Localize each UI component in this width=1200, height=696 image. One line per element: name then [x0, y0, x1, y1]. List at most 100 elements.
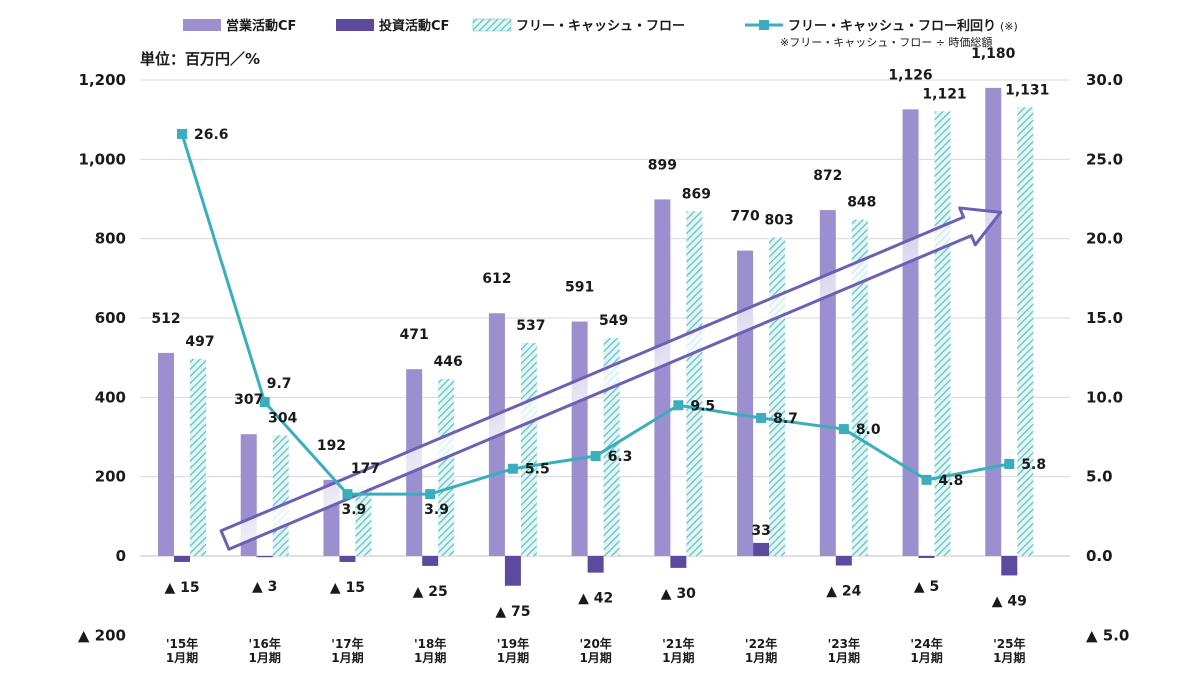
data-label-operating-cf: 1,126 [888, 67, 932, 83]
y-right-tick-label: 0.0 [1086, 547, 1113, 565]
y-left-tick-label: 800 [95, 230, 126, 248]
legend-item-operating-cf: 営業活動CF [183, 18, 296, 34]
data-label-operating-cf: 612 [482, 271, 511, 287]
data-label-free-cf: 848 [847, 195, 876, 211]
y-left-tick-label: ▲ 200 [78, 626, 126, 644]
legend: 営業活動CF 投資活動CF フリー・キャッシュ・フロー フリー・キャッシュ・フロ… [183, 18, 1018, 49]
x-tick-label-line: 1月期 [497, 650, 529, 665]
x-tick-label-line: 1月期 [166, 650, 198, 665]
data-label-investing-cf: ▲ 5 [914, 579, 939, 595]
legend-item-investing-cf: 投資活動CF [336, 18, 449, 34]
data-label-fcf-yield: 8.0 [856, 422, 881, 438]
x-tick-label-line: 1月期 [993, 650, 1025, 665]
x-tick-label-line: 1月期 [249, 650, 281, 665]
bar-free-cf [438, 379, 455, 556]
data-label-investing-cf: ▲ 75 [495, 604, 530, 620]
x-tick-label: '18年 1月期 [414, 636, 446, 665]
x-tick-label: '23年 1月期 [828, 636, 860, 665]
y-right-tick-label: 30.0 [1086, 71, 1123, 89]
x-tick-label: '25年 1月期 [993, 636, 1025, 665]
x-tick-label: '24年 1月期 [910, 636, 942, 665]
y-right-tick-label: 20.0 [1086, 230, 1123, 248]
bar-operating-cf [571, 321, 588, 556]
fcf-yield-marker [590, 451, 601, 462]
x-tick-label-line: '15年 [166, 636, 198, 651]
data-label-free-cf: 304 [268, 410, 297, 426]
data-label-fcf-yield: 26.6 [194, 127, 229, 143]
y-axis-left: ▲ 200 0 200 400 600 800 1,000 1,200 [78, 71, 126, 644]
x-tick-label-line: 1月期 [662, 650, 694, 665]
y-left-tick-label: 600 [95, 309, 126, 327]
bar-free-cf [520, 342, 537, 556]
legend-label-fcf-yield-text: フリー・キャッシュ・フロー利回り [788, 18, 996, 34]
data-label-free-cf: 537 [516, 318, 545, 334]
data-label-free-cf: 497 [185, 334, 214, 350]
data-label-investing-cf: ▲ 24 [826, 584, 861, 600]
bar-investing-cf [918, 556, 935, 558]
fcf-yield-marker [425, 489, 436, 500]
x-tick-label: '16年 1月期 [249, 636, 281, 665]
data-label-operating-cf: 899 [648, 157, 677, 173]
bar-free-cf [769, 237, 786, 556]
bar-free-cf [190, 358, 206, 556]
fcf-yield-marker [507, 463, 518, 474]
bar-operating-cf [985, 87, 1002, 556]
bar-operating-cf [819, 210, 836, 556]
x-tick-label-line: 1月期 [828, 650, 860, 665]
bar-operating-cf [158, 352, 174, 556]
fcf-yield-marker [177, 128, 187, 139]
data-label-operating-cf: 192 [317, 438, 346, 454]
data-label-free-cf: 446 [434, 354, 463, 370]
y-left-tick-label: 1,200 [79, 71, 126, 89]
legend-swatch-operating-cf [183, 19, 221, 31]
data-label-operating-cf: 512 [151, 311, 180, 327]
data-label-investing-cf: ▲ 42 [578, 591, 613, 607]
x-tick-label: '15年 1月期 [166, 636, 198, 665]
data-label-free-cf: 869 [682, 186, 711, 202]
y-left-tick-label: 200 [95, 468, 126, 486]
y-right-tick-label: 5.0 [1086, 468, 1113, 486]
legend-footnote: ※フリー・キャッシュ・フロー ÷ 時価総額 [780, 35, 992, 49]
data-label-free-cf: 549 [599, 313, 628, 329]
y-right-tick-label: ▲ 5.0 [1086, 626, 1129, 644]
x-tick-label: '20年 1月期 [579, 636, 611, 665]
bar-operating-cf [737, 250, 754, 557]
x-tick-label-line: '20年 [579, 636, 611, 651]
legend-label-operating-cf: 営業活動CF [226, 18, 296, 34]
data-label-operating-cf: 591 [565, 280, 594, 296]
data-label-fcf-yield: 3.9 [341, 502, 366, 518]
bar-investing-cf [670, 556, 687, 568]
fcf-yield-line [177, 128, 1015, 500]
x-tick-label: '21年 1月期 [662, 636, 694, 665]
bar-investing-cf [504, 556, 521, 586]
x-tick-label-line: '24年 [910, 636, 942, 651]
data-label-fcf-yield: 4.8 [939, 473, 964, 489]
trend-arrow-shape [219, 206, 1003, 551]
data-label-investing-cf: ▲ 15 [164, 580, 199, 596]
x-tick-label-line: '21年 [662, 636, 694, 651]
y-right-tick-label: 10.0 [1086, 388, 1123, 406]
legend-item-free-cf: フリー・キャッシュ・フロー [472, 18, 685, 34]
y-right-tick-label: 15.0 [1086, 309, 1123, 327]
y-left-tick-label: 400 [95, 388, 126, 406]
data-label-fcf-yield: 5.8 [1021, 457, 1046, 473]
data-label-fcf-yield: 9.7 [267, 376, 292, 392]
fcf-yield-marker [921, 474, 932, 485]
legend-label-fcf-yield: フリー・キャッシュ・フロー利回り (※) [788, 18, 1018, 34]
data-label-free-cf: 1,121 [922, 86, 966, 102]
bar-investing-cf [256, 556, 273, 558]
bar-investing-cf [587, 556, 604, 573]
data-label-investing-cf: ▲ 30 [661, 586, 696, 602]
y-right-tick-label: 25.0 [1086, 150, 1123, 168]
x-tick-label-line: '23年 [828, 636, 860, 651]
data-label-free-cf: 1,131 [1005, 82, 1049, 98]
legend-label-free-cf: フリー・キャッシュ・フロー [516, 19, 685, 34]
data-label-operating-cf: 872 [813, 168, 842, 184]
x-tick-label: '17年 1月期 [331, 636, 363, 665]
x-axis: '15年 1月期'16年 1月期'17年 1月期'18年 1月期'19年 1月期'20年 1… [166, 636, 1026, 665]
data-label-fcf-yield: 5.5 [525, 462, 550, 478]
legend-item-fcf-yield: フリー・キャッシュ・フロー利回り (※) ※フリー・キャッシュ・フロー ÷ 時価総… [745, 18, 1018, 49]
x-tick-label-line: '22年 [745, 636, 777, 651]
data-label-fcf-yield: 3.9 [424, 502, 449, 518]
